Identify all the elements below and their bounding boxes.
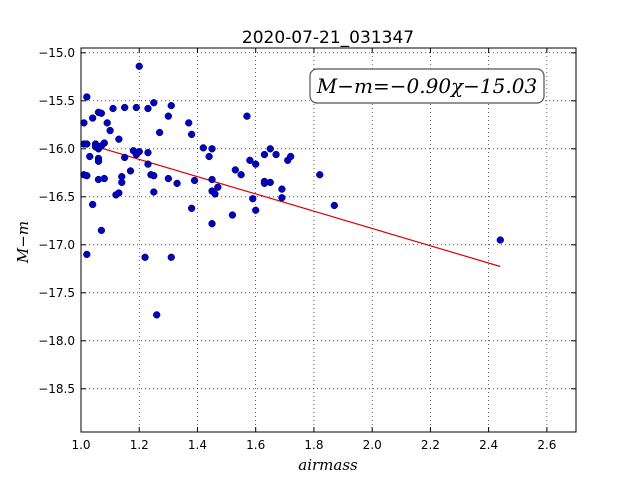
data-point	[249, 195, 257, 203]
x-tick-label: 1.6	[246, 438, 265, 452]
x-tick-label: 1.0	[71, 438, 90, 452]
data-point	[243, 112, 251, 120]
x-tick-label: 1.8	[304, 438, 323, 452]
data-point	[153, 311, 161, 319]
chart-title: 2020-07-21_031347	[242, 28, 414, 48]
data-point	[205, 152, 213, 161]
data-point	[214, 183, 222, 191]
data-point	[83, 250, 91, 259]
data-point	[228, 211, 237, 219]
data-point	[208, 175, 216, 184]
y-tick-label: −15.0	[38, 46, 75, 60]
data-point	[150, 172, 158, 180]
data-point	[496, 236, 504, 244]
data-point	[94, 157, 103, 165]
data-point	[190, 176, 199, 185]
data-point	[126, 167, 135, 175]
data-point	[100, 174, 108, 183]
equation-annotation-box: M−m=−0.90χ−15.03	[309, 68, 545, 104]
data-point	[83, 140, 91, 148]
data-point	[97, 109, 106, 117]
data-point	[115, 135, 123, 143]
data-point	[83, 172, 91, 180]
data-point	[252, 206, 260, 214]
data-point	[330, 201, 338, 210]
data-points	[80, 62, 504, 319]
data-point	[97, 226, 106, 235]
data-point	[246, 156, 254, 164]
data-point	[164, 112, 173, 120]
data-point	[173, 179, 181, 188]
data-point	[144, 148, 152, 157]
data-point	[135, 62, 143, 70]
data-point	[252, 160, 260, 168]
y-tick-label: −18.5	[38, 382, 75, 396]
data-point	[237, 171, 245, 179]
x-tick-label: 1.4	[188, 438, 207, 452]
data-point	[187, 204, 196, 212]
y-tick-label: −17.5	[38, 286, 75, 300]
data-point	[150, 188, 158, 196]
data-point	[185, 119, 193, 127]
y-axis-label: M−m	[14, 221, 32, 264]
data-point	[167, 253, 175, 261]
data-point	[208, 220, 216, 228]
y-tick-label: −16.5	[38, 190, 75, 204]
data-point	[260, 150, 269, 159]
x-tick-label: 2.6	[537, 438, 556, 452]
data-point	[208, 145, 216, 153]
data-point	[278, 185, 286, 193]
data-point	[88, 200, 97, 209]
grid-lines	[80, 48, 576, 432]
data-point	[86, 152, 94, 161]
plot-frame	[80, 47, 577, 433]
data-point	[144, 104, 152, 113]
x-tick-label: 2.0	[363, 438, 382, 452]
data-point	[231, 166, 239, 174]
data-point	[103, 119, 111, 127]
data-point	[132, 103, 140, 112]
y-tick-label: −18.0	[38, 334, 75, 348]
fit-line-layer	[95, 145, 501, 268]
y-tick-label: −17.0	[38, 238, 75, 252]
data-point	[106, 126, 114, 135]
y-tick-label: −16.0	[38, 142, 75, 156]
x-tick-label: 2.2	[421, 438, 440, 452]
data-point	[155, 128, 164, 137]
annotation-frame	[309, 68, 545, 104]
data-point	[141, 253, 149, 261]
data-point	[266, 178, 274, 187]
data-point	[199, 144, 207, 152]
data-point	[187, 130, 196, 139]
data-point	[286, 152, 295, 161]
data-point	[150, 99, 158, 107]
data-point	[100, 139, 108, 147]
data-point	[80, 119, 88, 127]
data-point	[266, 145, 274, 153]
data-point	[115, 189, 123, 197]
data-point	[164, 174, 173, 183]
x-tick-label: 2.4	[479, 438, 498, 452]
x-axis-label: airmass	[298, 456, 358, 474]
fit-line	[95, 145, 501, 268]
data-point	[272, 150, 280, 159]
data-point	[135, 148, 143, 156]
data-point	[83, 93, 91, 101]
data-point	[121, 103, 129, 112]
axis-ticks: 1.0 1.2 1.4 1.6 1.8 2.0 2.2 2.4 2.6 −15.0 −15.5 −16…	[38, 46, 576, 452]
data-point	[109, 104, 117, 113]
fit-equation: M−m=−0.90χ−15.03	[316, 74, 537, 98]
data-point	[167, 101, 175, 110]
data-point	[118, 172, 126, 181]
data-point	[211, 190, 219, 198]
data-point	[316, 171, 324, 179]
x-tick-label: 1.2	[130, 438, 149, 452]
y-tick-label: −15.5	[38, 94, 75, 108]
data-point	[121, 153, 129, 162]
data-point	[278, 194, 286, 202]
data-point	[144, 160, 152, 168]
data-point	[88, 114, 97, 122]
